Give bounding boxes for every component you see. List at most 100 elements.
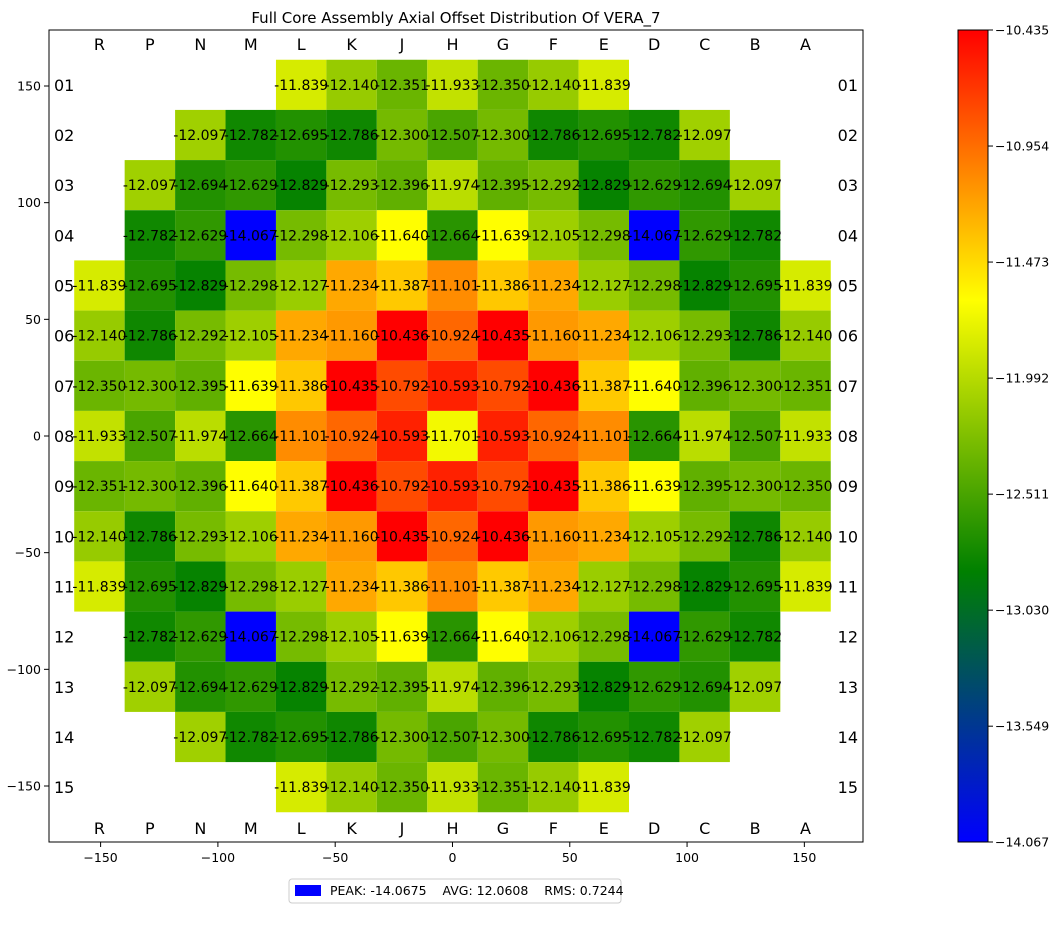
row-label: 02 [54,126,74,145]
heatmap-cell [275,360,327,411]
row-label: 15 [838,778,858,797]
cell-value-label: -12.629 [627,680,681,696]
cell-value-label: -12.140 [779,329,833,345]
heatmap-cell [679,260,730,311]
colorbar-tick-label: −11.992 [995,371,1049,386]
row-label: 13 [54,678,74,697]
heatmap-cell [427,360,478,411]
cell-value-label: -12.695 [577,128,631,144]
heatmap-cell [578,310,630,361]
heatmap-cell [74,310,125,361]
heatmap-cell [528,611,579,662]
cell-value-label: -12.105 [526,228,580,244]
cell-value-label: -12.629 [224,680,278,696]
heatmap-cell [275,260,327,311]
heatmap-cell [477,360,529,411]
heatmap-cell [477,561,529,612]
cell-value-label: -11.839 [72,279,126,295]
row-label: 08 [54,427,74,446]
colorbar-tick-label: −10.954 [995,139,1049,154]
cell-value-label: -10.436 [476,529,530,545]
heatmap-cell [729,611,781,662]
heatmap-cell [780,561,831,612]
row-label: 14 [54,728,74,747]
legend-swatch [295,885,321,896]
cell-value-label: -11.387 [375,279,429,295]
heatmap-cell [124,310,176,361]
heatmap-cell [780,360,831,411]
heatmap-cell [477,160,529,211]
cell-value-label: -12.127 [577,279,631,295]
y-axis: 150 100 50 0 −50 −100 −150 [7,79,49,794]
heatmap-cell [326,711,377,763]
column-labels: R R P P N N M M L L K K J J H H G G F F E E D D C C B B A A [94,35,811,838]
legend-label: PEAK: -14.0675 AVG: 12.0608 RMS: 0.7244 [330,883,624,898]
cell-value-label: -12.829 [678,580,732,596]
cell-value-label: -12.664 [425,228,479,244]
cell-value-label: -12.507 [425,730,479,746]
cell-value-label: -12.127 [274,279,328,295]
heatmap-cell [679,310,730,361]
heatmap-cell [629,561,680,612]
cell-value-label: -12.140 [325,78,379,94]
heatmap-cell [780,310,831,361]
heatmap-cell [225,611,276,662]
cell-value-label: -11.839 [72,580,126,596]
heatmap-cell [74,561,125,612]
cell-value-label: -12.097 [678,128,732,144]
heatmap-cell [578,661,630,712]
cell-value-label: -11.639 [627,479,681,495]
heatmap-cell [225,210,276,261]
heatmap-cell [528,711,579,763]
heatmap-cell [376,109,428,161]
cell-value-label: -12.292 [173,329,227,345]
heatmap-cell [729,461,781,512]
heatmap-cell [528,260,579,311]
cell-value-label: -12.695 [123,580,177,596]
heatmap-cell [427,210,478,261]
row-label: 01 [54,76,74,95]
legend-frame [288,878,622,904]
column-label: C [699,35,710,54]
row-label: 04 [54,226,74,245]
heatmap-cell [175,661,226,712]
cell-value-label: -12.298 [577,228,631,244]
cell-value-label: -11.386 [577,479,631,495]
cell-value-label: -10.436 [325,479,379,495]
x-tick-label: 50 [562,850,578,865]
cell-value-label: -11.974 [173,429,227,445]
column-label: M [244,35,258,54]
column-label: D [648,819,660,838]
row-label: 07 [54,377,74,396]
heatmap-cell [629,461,680,512]
heatmap-cell [124,210,176,261]
cell-value-label: -12.396 [173,479,227,495]
cell-value-label: -12.300 [123,379,177,395]
column-label: E [599,819,609,838]
heatmap-cell [74,511,125,562]
cell-value-label: -12.140 [526,78,580,94]
cell-value-label: -12.396 [678,379,732,395]
cell-value-label: -12.395 [375,680,429,696]
cell-value-label: -12.695 [274,128,328,144]
heatmap-cell [376,762,428,813]
heatmap-cell [326,260,377,311]
cell-value-label: -12.829 [577,680,631,696]
cell-value-label: -12.629 [678,630,732,646]
y-tick-label: 50 [25,312,41,327]
x-axis: −150 −100 −50 0 50 100 150 [83,842,816,865]
heatmap-cell [629,511,680,562]
cell-value-label: -12.097 [678,730,732,746]
cell-value-label: -11.234 [325,580,379,596]
column-label: E [599,35,609,54]
heatmap-cell [326,210,377,261]
column-label: R [94,35,105,54]
heatmap-cell [427,762,478,813]
y-tick-label: 100 [17,195,41,210]
cell-value-label: -12.097 [173,128,227,144]
heatmap-cell [326,160,377,211]
cell-value-label: -11.386 [476,279,530,295]
cell-value-label: -12.694 [678,178,732,194]
cell-value-label: -12.300 [123,479,177,495]
heatmap-cell [175,711,226,763]
